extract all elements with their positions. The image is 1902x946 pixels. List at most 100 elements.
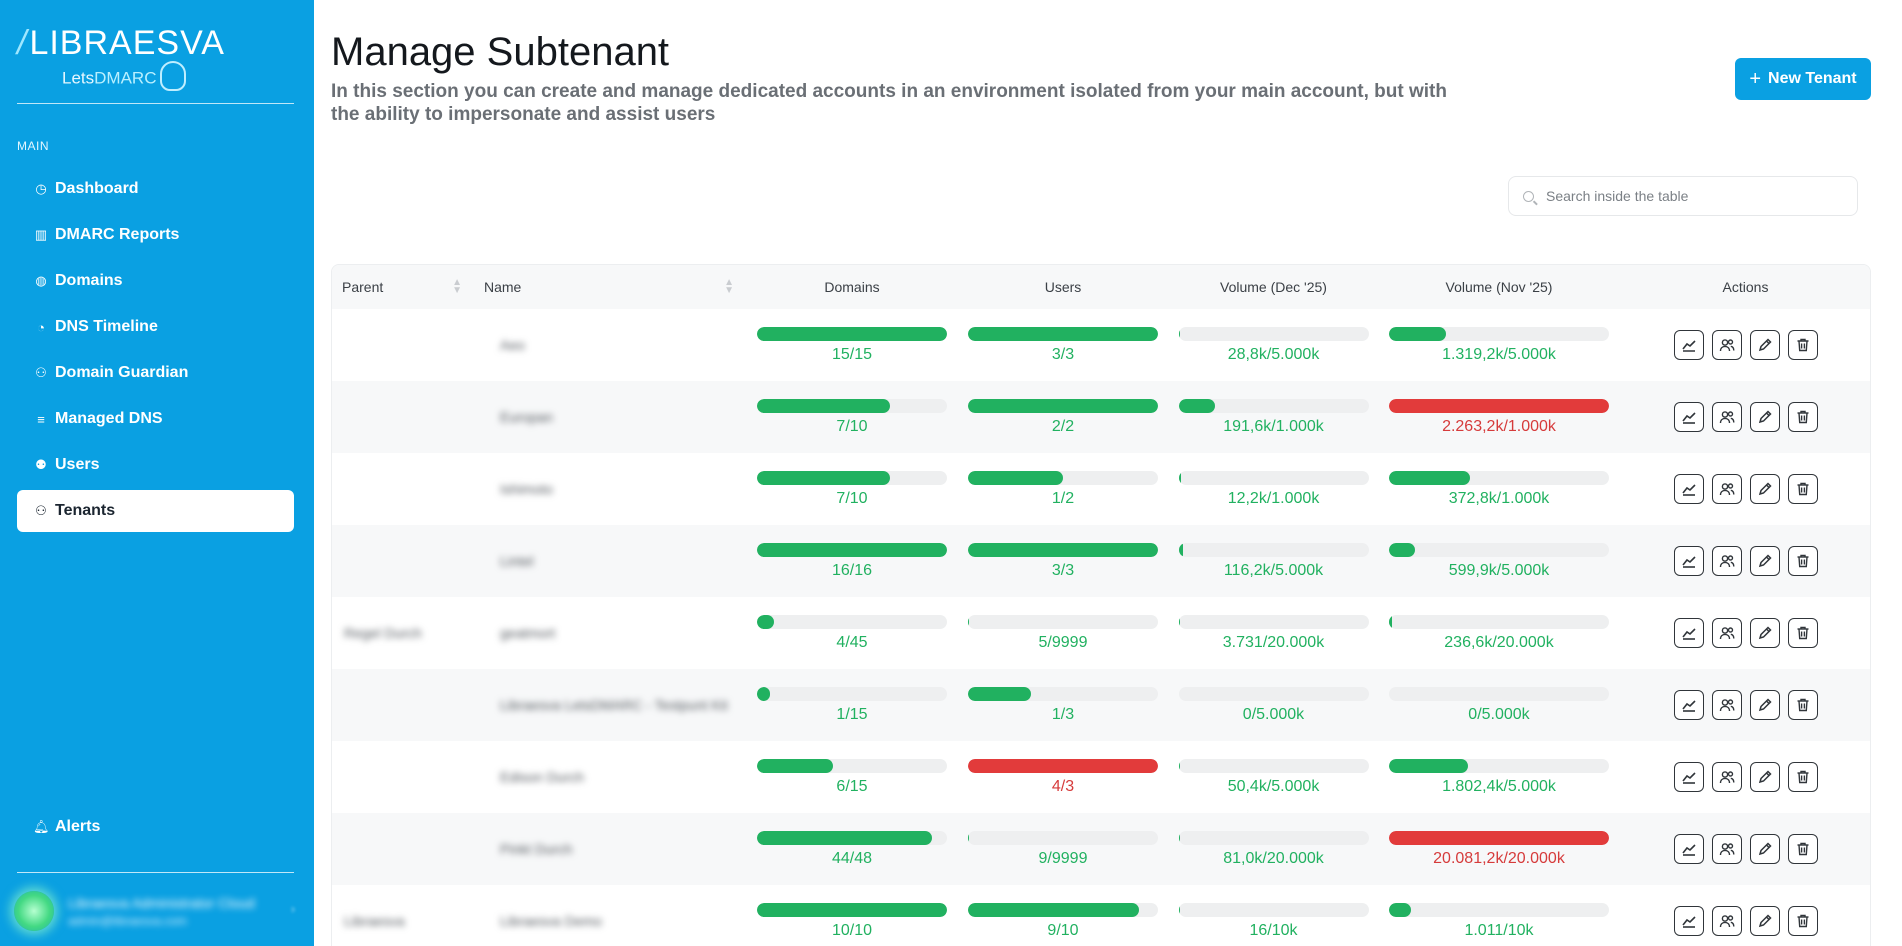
edit-icon [1757, 697, 1773, 713]
impersonate-button[interactable] [1711, 330, 1742, 360]
user-menu[interactable]: Libraesva Administrator Cloud admin@libr… [14, 888, 299, 934]
tenant-parent: Regel Durch [344, 625, 422, 641]
domains-usage-label: 10/10 [831, 921, 873, 939]
edit-icon [1757, 913, 1773, 929]
usage-bar-fill [968, 542, 1158, 557]
usage-bar-fill [968, 686, 1031, 701]
row-actions [1619, 546, 1870, 576]
stats-button[interactable] [1673, 834, 1704, 864]
domains-usage-label: 6/15 [836, 777, 868, 795]
impersonate-button[interactable] [1711, 690, 1742, 720]
users-usage-label: 2/2 [1051, 417, 1075, 435]
vol-nov-usage-bar [1389, 686, 1609, 701]
users-usage-label: 5/9999 [1038, 633, 1088, 651]
domains-usage-bar [757, 542, 947, 557]
impersonate-button[interactable] [1711, 762, 1742, 792]
edit-button[interactable] [1749, 762, 1780, 792]
clock-icon: ◔ [37, 319, 45, 335]
impersonate-button[interactable] [1711, 402, 1742, 432]
vol-nov-usage-label: 236,6k/20.000k [1444, 633, 1554, 651]
sidebar-item-label: DNS Timeline [55, 318, 158, 335]
edit-icon [1757, 841, 1773, 857]
edit-button[interactable] [1749, 690, 1780, 720]
edit-button[interactable] [1749, 474, 1780, 504]
usage-bar-fill [1178, 542, 1183, 557]
domains-usage-bar [757, 902, 947, 917]
vol-dec-usage-label: 191,6k/1.000k [1223, 417, 1324, 435]
bar-chart-icon: ▥ [34, 227, 48, 242]
table-row: Lintel 16/16 3/3 116,2k/5.000k 599,9k/5.000k [332, 525, 1870, 597]
usage-bar-fill [968, 758, 1158, 773]
edit-button[interactable] [1749, 546, 1780, 576]
domains-usage-label: 15/15 [831, 345, 873, 363]
plus-icon: + [1749, 67, 1762, 90]
chart-icon [1681, 625, 1697, 641]
delete-button[interactable] [1787, 330, 1818, 360]
delete-button[interactable] [1787, 762, 1818, 792]
delete-icon [1795, 337, 1811, 353]
impersonate-button[interactable] [1711, 546, 1742, 576]
tenant-name: Pinkt Durch [500, 841, 573, 857]
delete-button[interactable] [1787, 618, 1818, 648]
sidebar-item-dmarc-reports[interactable]: ▥ DMARC Reports [17, 214, 294, 256]
delete-icon [1795, 697, 1811, 713]
vol-nov-usage-bar [1389, 902, 1609, 917]
stats-button[interactable] [1673, 690, 1704, 720]
stats-button[interactable] [1673, 474, 1704, 504]
delete-icon [1795, 409, 1811, 425]
impersonate-button[interactable] [1711, 906, 1742, 936]
impersonate-button[interactable] [1711, 474, 1742, 504]
edit-icon [1757, 553, 1773, 569]
sidebar-item-domains[interactable]: ◍ Domains [17, 260, 294, 302]
edit-button[interactable] [1749, 618, 1780, 648]
column-header-volume-nov: Volume (Nov '25) [1379, 265, 1619, 309]
edit-icon [1757, 481, 1773, 497]
chart-icon [1681, 697, 1697, 713]
impersonate-button[interactable] [1711, 834, 1742, 864]
users-usage-bar [968, 542, 1158, 557]
edit-button[interactable] [1749, 330, 1780, 360]
edit-icon [1757, 769, 1773, 785]
stats-button[interactable] [1673, 618, 1704, 648]
usage-bar-fill [757, 758, 833, 773]
column-header-name[interactable]: Name ▲ ▼ [474, 265, 746, 309]
sidebar-item-tenants[interactable]: ⚇ Tenants [17, 490, 294, 532]
vol-dec-usage-label: 16/10k [1249, 921, 1298, 939]
sidebar-item-label: DMARC Reports [55, 226, 180, 243]
delete-button[interactable] [1787, 690, 1818, 720]
users-usage-label: 9/10 [1047, 921, 1079, 939]
edit-button[interactable] [1749, 834, 1780, 864]
search-input[interactable] [1546, 188, 1846, 204]
stats-button[interactable] [1673, 906, 1704, 936]
sidebar-item-dashboard[interactable]: ◷ Dashboard [17, 168, 294, 210]
sidebar-item-users[interactable]: ⚉ Users [17, 444, 294, 486]
globe-icon: ◍ [35, 273, 47, 288]
edit-button[interactable] [1749, 906, 1780, 936]
tenant-parent: Libraesva [344, 913, 405, 929]
stats-button[interactable] [1673, 330, 1704, 360]
impersonate-button[interactable] [1711, 618, 1742, 648]
row-actions [1619, 402, 1870, 432]
delete-button[interactable] [1787, 834, 1818, 864]
vol-nov-usage-bar [1389, 398, 1609, 413]
brand-logo[interactable]: /LIBRAESVA LetsDMARC [17, 24, 225, 91]
stats-button[interactable] [1673, 402, 1704, 432]
edit-button[interactable] [1749, 402, 1780, 432]
sidebar-item-managed-dns[interactable]: ≡ Managed DNS [17, 398, 294, 440]
sidebar-item-dns-timeline[interactable]: ◔ DNS Timeline [17, 306, 294, 348]
domains-usage-label: 7/10 [836, 489, 868, 507]
avatar [14, 891, 54, 931]
stats-button[interactable] [1673, 546, 1704, 576]
delete-button[interactable] [1787, 906, 1818, 936]
stats-button[interactable] [1673, 762, 1704, 792]
delete-button[interactable] [1787, 546, 1818, 576]
delete-button[interactable] [1787, 402, 1818, 432]
delete-icon [1795, 553, 1811, 569]
table-row: Edison Durch 6/15 4/3 50,4k/5.000k 1.802,4k/… [332, 741, 1870, 813]
sidebar-item-alerts[interactable]: 🔔︎ Alerts [17, 806, 294, 848]
delete-button[interactable] [1787, 474, 1818, 504]
table-row: Libraesva LetsDMARC - Testpunt Kit 1/15 1/… [332, 669, 1870, 741]
new-tenant-button[interactable]: + New Tenant [1735, 58, 1871, 100]
sidebar-item-domain-guardian[interactable]: ⚇ Domain Guardian [17, 352, 294, 394]
column-header-parent[interactable]: Parent ▲ ▼ [332, 265, 474, 309]
